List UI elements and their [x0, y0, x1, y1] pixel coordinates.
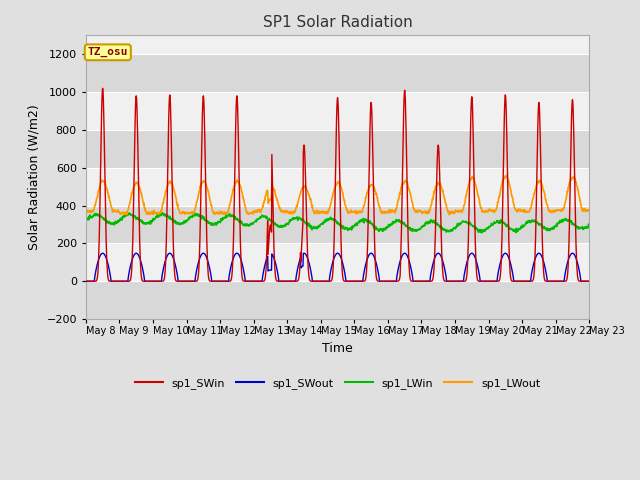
- Title: SP1 Solar Radiation: SP1 Solar Radiation: [262, 15, 412, 30]
- Bar: [86, 92, 589, 130]
- Bar: [86, 205, 589, 243]
- X-axis label: Time: Time: [322, 342, 353, 355]
- Legend: sp1_SWin, sp1_SWout, sp1_LWin, sp1_LWout: sp1_SWin, sp1_SWout, sp1_LWin, sp1_LWout: [131, 373, 545, 393]
- Y-axis label: Solar Radiation (W/m2): Solar Radiation (W/m2): [28, 104, 41, 250]
- Bar: [86, 54, 589, 92]
- Bar: [86, 243, 589, 281]
- Bar: [86, 130, 589, 168]
- Bar: [86, 281, 589, 319]
- Text: TZ_osu: TZ_osu: [88, 47, 128, 58]
- Bar: [86, 168, 589, 205]
